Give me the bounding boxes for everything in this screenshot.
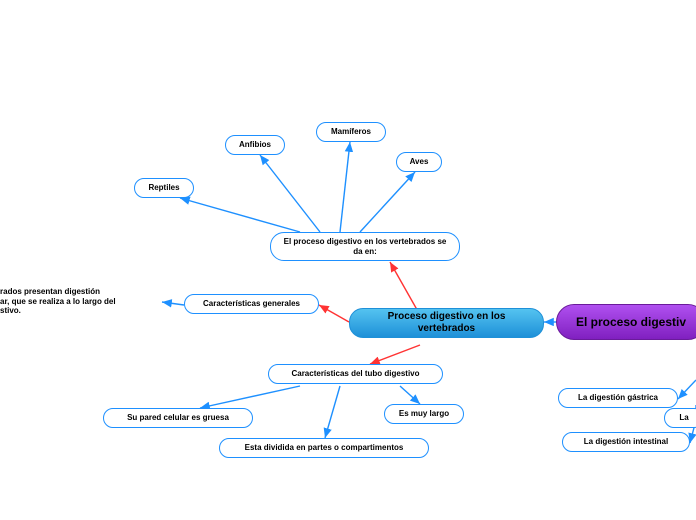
- node-proceso-en: El proceso digestivo en los vertebrados …: [270, 232, 460, 261]
- node-dividida: Esta dividida en partes o compartimentos: [219, 438, 429, 458]
- root-label: El proceso digestiv: [576, 315, 686, 329]
- central-node: Proceso digestivo en los vertebrados: [349, 308, 544, 338]
- node-intestinal: La digestión intestinal: [562, 432, 690, 452]
- node-gastrica: La digestión gástrica: [558, 388, 678, 408]
- node-largo: Es muy largo: [384, 404, 464, 424]
- central-label: Proceso digestivo en los vertebrados: [360, 311, 533, 335]
- root-node: El proceso digestiv: [556, 304, 696, 340]
- node-mamiferos: Mamíferos: [316, 122, 386, 142]
- node-anfibios: Anfibios: [225, 135, 285, 155]
- node-aves: Aves: [396, 152, 442, 172]
- node-vert-text: rados presentan digestión ar, que se rea…: [0, 287, 162, 316]
- node-caract-gen: Características generales: [184, 294, 319, 314]
- node-la: La: [664, 408, 696, 428]
- node-pared: Su pared celular es gruesa: [103, 408, 253, 428]
- node-reptiles: Reptiles: [134, 178, 194, 198]
- node-caract-tubo: Características del tubo digestivo: [268, 364, 443, 384]
